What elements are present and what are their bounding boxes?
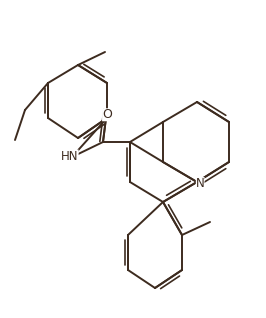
Text: HN: HN <box>61 149 79 162</box>
Text: O: O <box>102 108 112 121</box>
Text: N: N <box>196 177 205 190</box>
